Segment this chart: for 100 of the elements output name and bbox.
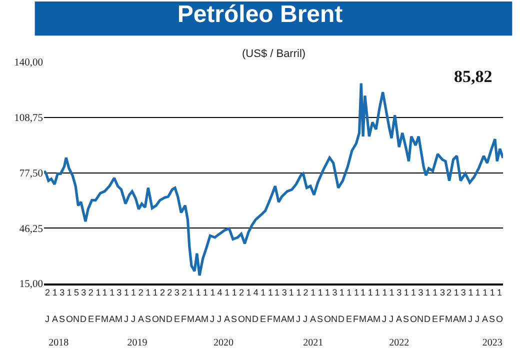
y-tick-label: 15,00 bbox=[19, 279, 43, 290]
x-tick-label: 2022 bbox=[389, 337, 410, 348]
x2-tick-label: 4 bbox=[217, 287, 222, 298]
x2-tick-label: 1 bbox=[66, 287, 72, 298]
x2-tick-label: 2 bbox=[446, 287, 452, 298]
text: F bbox=[439, 314, 445, 324]
text: J bbox=[45, 314, 50, 324]
x2-tick-label: 1 bbox=[374, 287, 380, 298]
text: N bbox=[417, 314, 424, 324]
x-tick-label: 2021 bbox=[303, 337, 324, 348]
text: A bbox=[453, 314, 460, 324]
x2-tick-label: 3 bbox=[81, 287, 86, 298]
text: J bbox=[210, 314, 214, 324]
x2-tick-label: 1 bbox=[454, 287, 459, 298]
x2-tick-label: 5 bbox=[74, 287, 80, 298]
x2-tick-label: 4 bbox=[253, 287, 258, 298]
x2-tick-label: 1 bbox=[232, 287, 237, 298]
text: J bbox=[217, 314, 222, 324]
text: J bbox=[382, 314, 386, 324]
text: A bbox=[396, 314, 402, 324]
text: M bbox=[287, 314, 294, 324]
x2-tick-label: 1 bbox=[496, 287, 502, 298]
chart-subtitle: (US$ / Barril) bbox=[242, 48, 306, 60]
text: M bbox=[273, 314, 280, 324]
annotation: 85,82 bbox=[454, 67, 492, 86]
x2-tick-label: 1 bbox=[52, 287, 58, 298]
y-tick-label: 77,50 bbox=[19, 168, 43, 180]
text: M bbox=[187, 314, 194, 324]
text: N bbox=[159, 314, 166, 324]
x2-tick-label: 1 bbox=[146, 287, 151, 298]
x2-tick-label: 1 bbox=[318, 287, 323, 298]
text: S bbox=[231, 314, 238, 324]
text: A bbox=[482, 314, 488, 324]
x2-tick-label: 1 bbox=[296, 287, 302, 298]
x2-tick-label: 3 bbox=[332, 287, 338, 298]
text: A bbox=[109, 314, 116, 324]
x2-tick-label: 1 bbox=[354, 287, 359, 298]
x2-tick-label: 2 bbox=[45, 287, 50, 298]
text: S bbox=[145, 314, 152, 324]
text: F bbox=[267, 314, 273, 324]
x2-tick-label: 2 bbox=[238, 287, 244, 298]
x2-tick-label: 1 bbox=[110, 287, 115, 298]
x2-tick-label: 1 bbox=[202, 287, 208, 298]
text: M bbox=[201, 314, 208, 324]
x2-tick-label: 1 bbox=[339, 287, 344, 298]
text: J bbox=[124, 314, 128, 324]
x2-tick-label: 1 bbox=[96, 287, 101, 298]
x2-tick-label: 1 bbox=[425, 287, 430, 298]
y-tick-label: 46,25 bbox=[19, 224, 43, 235]
text: E bbox=[174, 314, 180, 324]
x2-tick-label: 1 bbox=[152, 287, 158, 298]
x2-tick-label: 1 bbox=[404, 287, 409, 298]
text: A bbox=[367, 314, 374, 324]
text: D bbox=[338, 314, 345, 324]
text: E bbox=[260, 314, 266, 324]
x2-tick-label: 1 bbox=[288, 287, 294, 298]
x2-tick-label: 1 bbox=[124, 287, 129, 298]
x2-tick-label: 3 bbox=[396, 287, 402, 298]
x2-tick-label: 3 bbox=[60, 287, 65, 298]
x2-tick-label: 1 bbox=[196, 287, 201, 298]
x2-tick-label: 1 bbox=[268, 287, 273, 298]
x2-tick-label: 2 bbox=[138, 287, 144, 298]
text: J bbox=[131, 314, 136, 324]
text: A bbox=[195, 314, 202, 324]
x2-tick-label: 3 bbox=[440, 287, 445, 298]
text: A bbox=[310, 314, 316, 324]
x2-tick-label: 1 bbox=[210, 287, 216, 298]
x2-tick-label: 1 bbox=[368, 287, 373, 298]
x2-tick-label: 3 bbox=[174, 287, 180, 298]
text: M bbox=[445, 314, 452, 324]
x-tick-label: 2023 bbox=[482, 337, 502, 348]
text: F bbox=[181, 314, 187, 324]
x2-tick-label: 1 bbox=[274, 287, 280, 298]
text: A bbox=[224, 314, 230, 324]
x2-tick-label: 1 bbox=[382, 287, 388, 298]
x2-tick-label: 1 bbox=[324, 287, 330, 298]
text: N bbox=[331, 314, 338, 324]
text: E bbox=[346, 314, 352, 324]
x2-tick-label: 3 bbox=[418, 287, 424, 298]
x2-tick-label: 2 bbox=[303, 287, 308, 298]
x2-tick-label: 2 bbox=[167, 287, 172, 298]
text: O bbox=[238, 314, 246, 324]
x-tick-label: 2018 bbox=[48, 337, 69, 348]
text: S bbox=[403, 314, 410, 324]
text: O bbox=[496, 314, 504, 324]
x2-tick-label: 1 bbox=[475, 287, 480, 298]
text: D bbox=[424, 314, 431, 324]
x2-tick-label: 1 bbox=[260, 287, 266, 298]
text: E bbox=[88, 314, 94, 324]
x2-tick-label: 2 bbox=[88, 287, 94, 298]
text: F bbox=[95, 314, 101, 324]
text: M bbox=[359, 314, 366, 324]
x2-tick-label: 1 bbox=[432, 287, 438, 298]
text: M bbox=[115, 314, 122, 324]
text: O bbox=[410, 314, 418, 324]
text: O bbox=[152, 314, 160, 324]
x2-tick-label: 1 bbox=[310, 287, 316, 298]
text: M bbox=[373, 314, 380, 324]
text: M bbox=[459, 314, 466, 324]
x2-tick-label: 1 bbox=[410, 287, 416, 298]
